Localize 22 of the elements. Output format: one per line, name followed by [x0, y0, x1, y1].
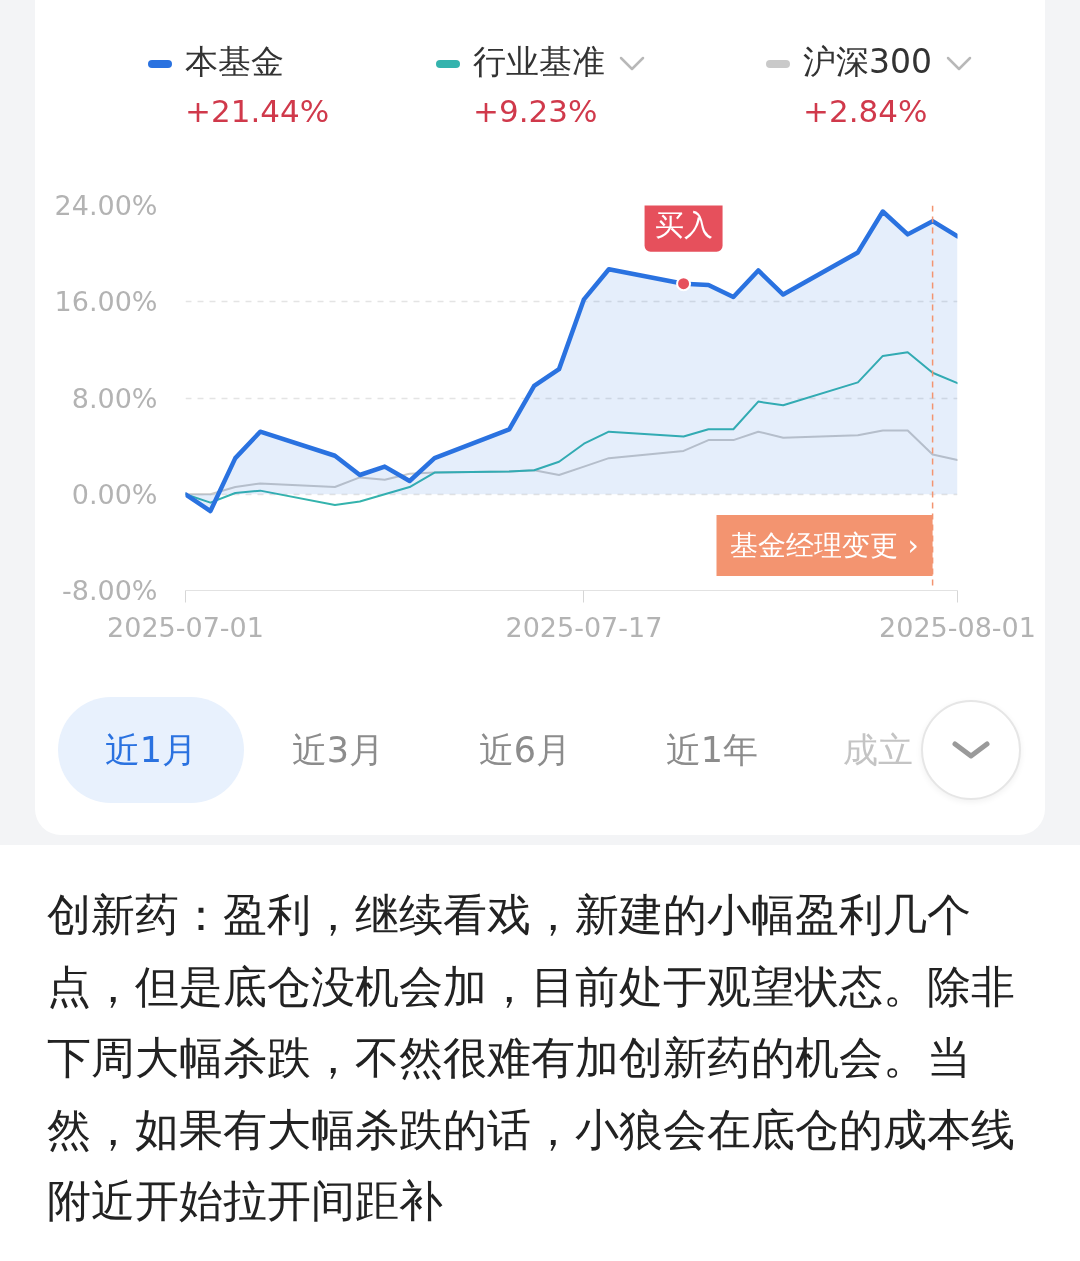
- text: 创新药：盈利，继续看戏，新建的小幅盈利几个点，但是底仓没机会加，目前处于观望状态。除非下周大幅杀跌，不然很难有加创新药的机会。当然，如果有大幅杀跌的话，小狼会在底仓的成本线附近开始拉开间距补: [0, 845, 1080, 1261]
- text: 近3月: [291, 729, 385, 772]
- y-tick-label: 16.00%: [54, 286, 158, 318]
- y-tick-label: 24.00%: [54, 190, 158, 221]
- legend-label: 本基金: [185, 42, 284, 81]
- annotation: 买入: [654, 207, 713, 242]
- y-tick-label: -8.00%: [61, 575, 158, 606]
- text: +21.44%: [185, 92, 330, 131]
- x-tick-label: 2025-07-17: [505, 611, 663, 643]
- y-tick-label: 8.00%: [71, 382, 158, 414]
- text: +9.23%: [473, 92, 599, 131]
- legend-label: 行业基准: [473, 42, 605, 81]
- text: 近1年: [665, 729, 759, 772]
- x-tick-label: 2025-07-01: [107, 611, 264, 643]
- text: 近1月: [58, 697, 244, 803]
- ref-line-label: 基金经理变更 ›: [730, 529, 919, 562]
- y-tick-label: 0.00%: [71, 478, 158, 510]
- text: 成立: [843, 729, 913, 772]
- text: 近6月: [478, 729, 572, 772]
- x-tick-label: 2025-08-01: [879, 611, 1036, 643]
- legend-label: 沪深300: [803, 42, 932, 81]
- text: +2.84%: [803, 92, 929, 131]
